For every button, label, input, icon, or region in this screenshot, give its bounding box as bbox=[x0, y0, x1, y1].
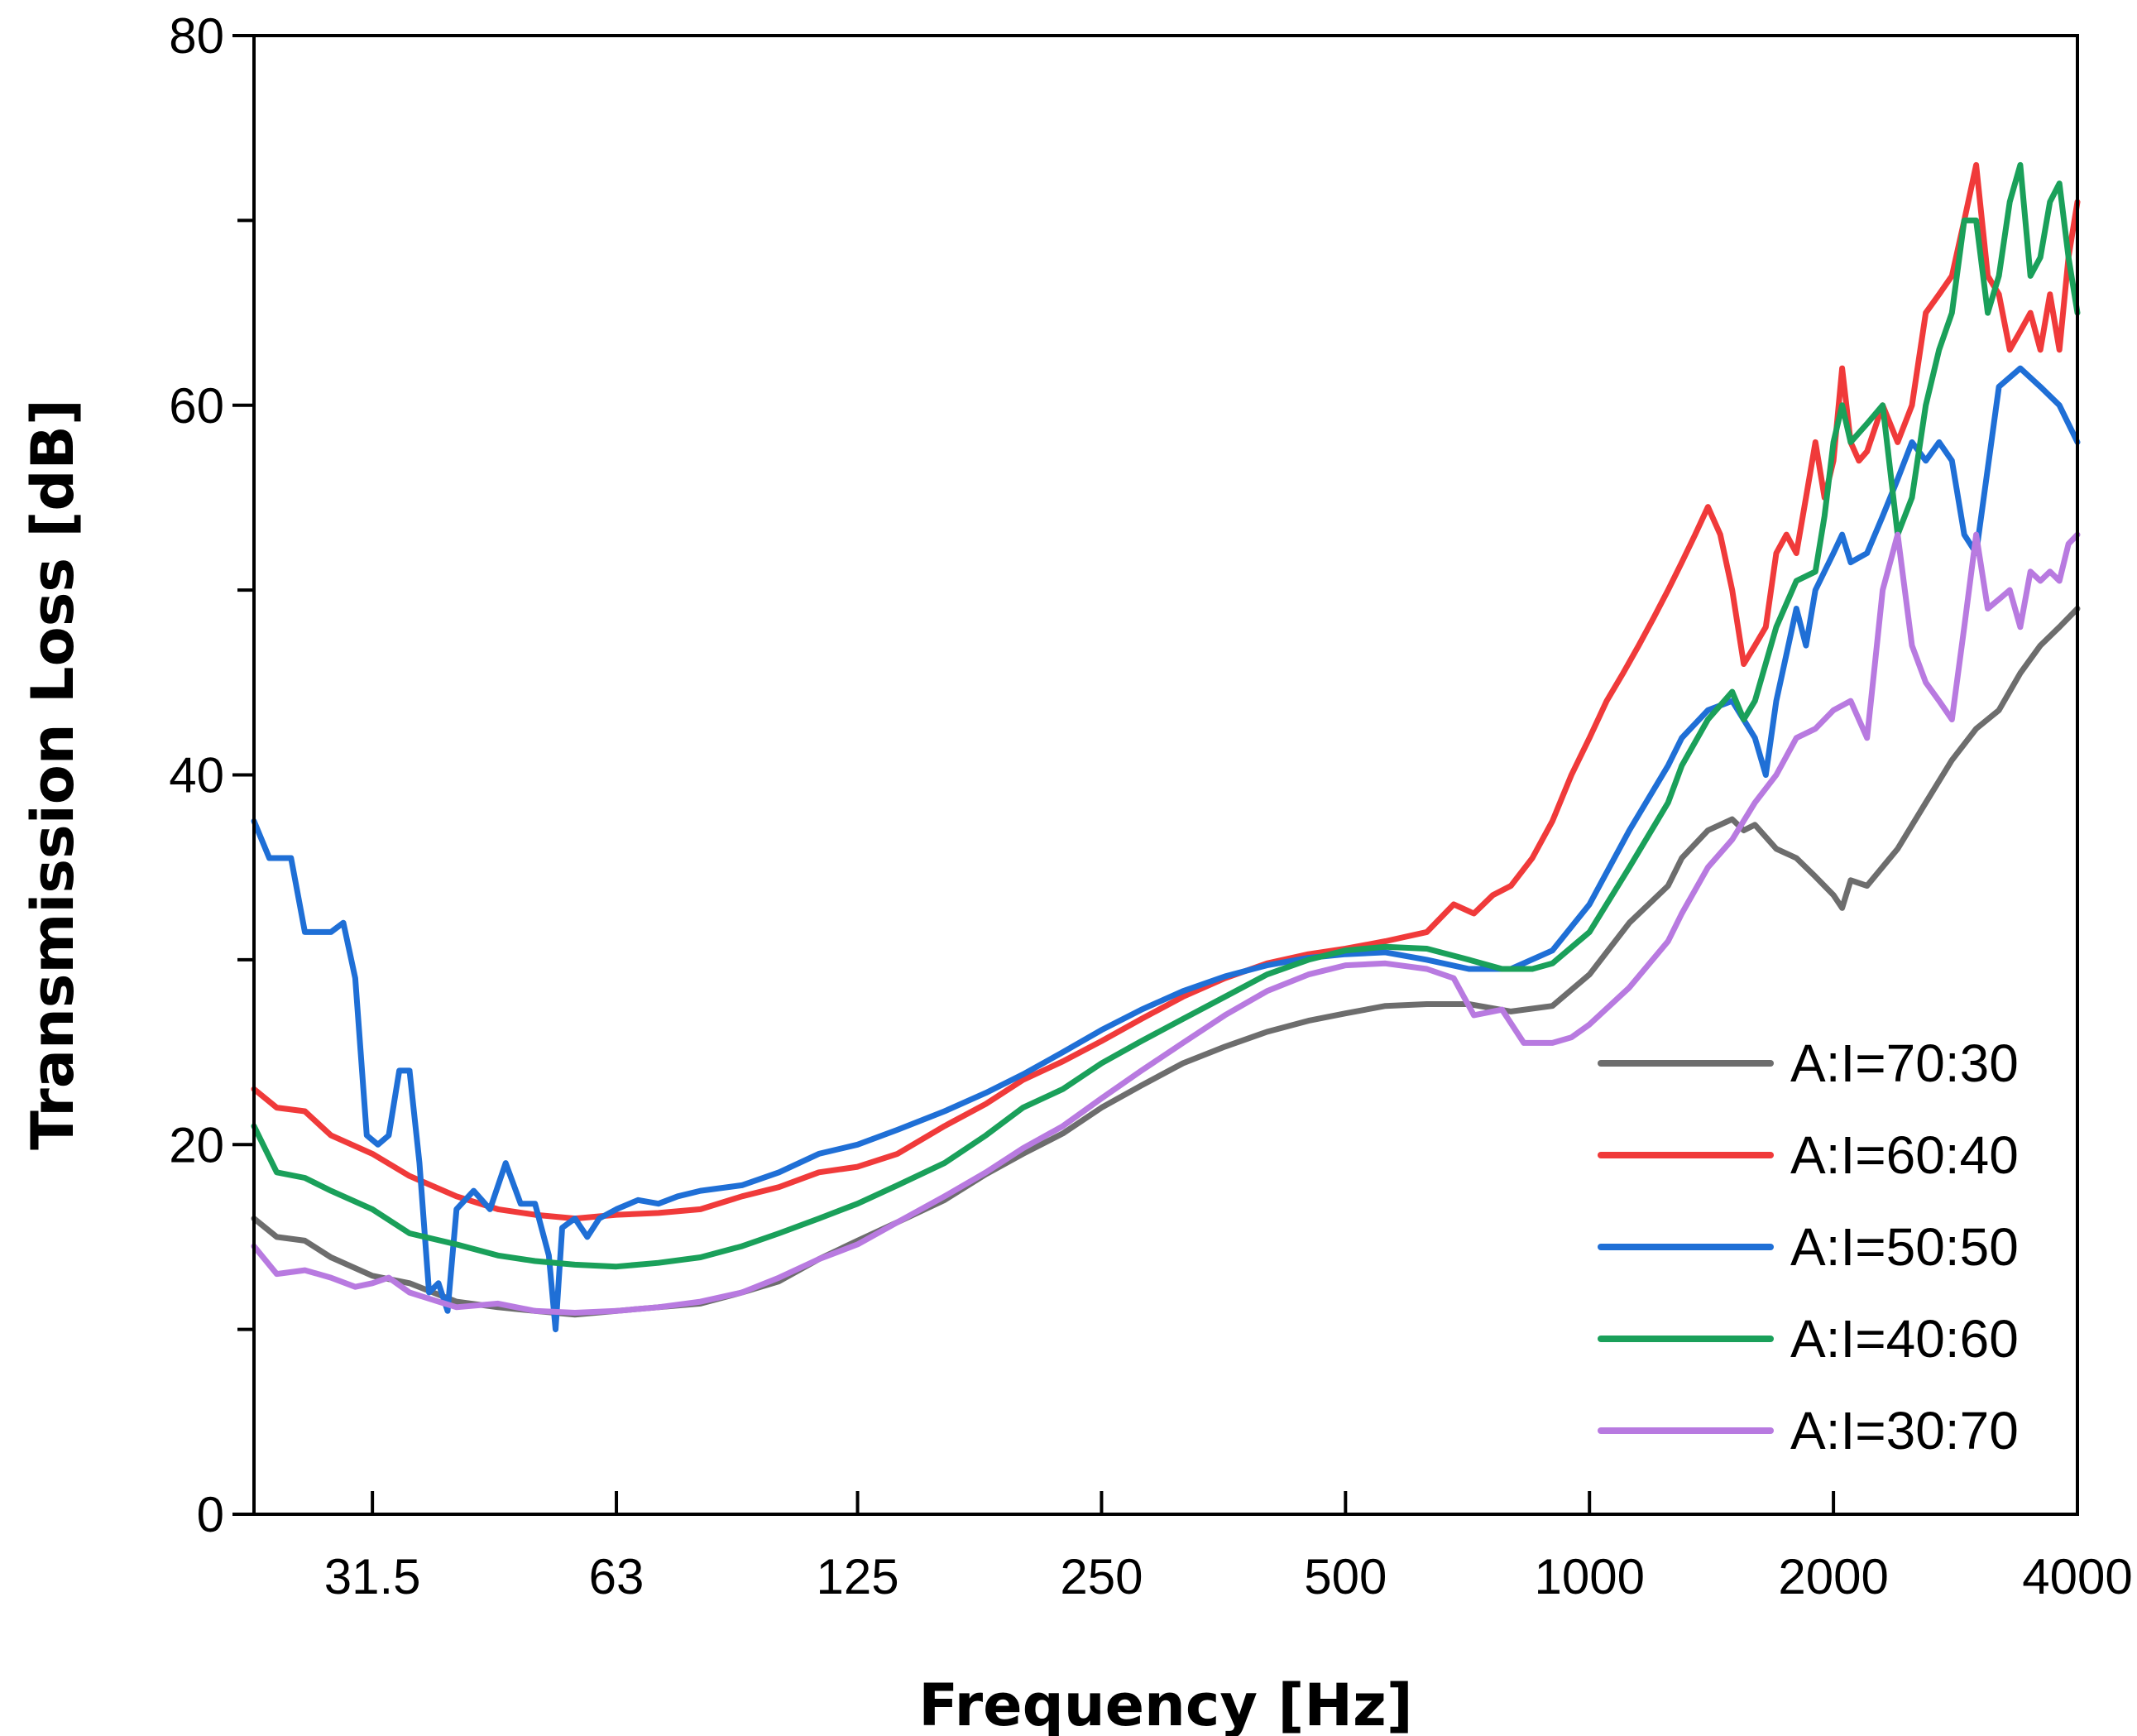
y-tick-label: 20 bbox=[169, 1117, 224, 1173]
legend-label: A:I=60:40 bbox=[1790, 1125, 2019, 1185]
x-tick-label: 4000 bbox=[2022, 1549, 2132, 1604]
legend-label: A:I=40:60 bbox=[1790, 1309, 2019, 1369]
y-tick-label: 0 bbox=[197, 1487, 224, 1542]
legend-label: A:I=50:50 bbox=[1790, 1217, 2019, 1277]
x-tick-label: 63 bbox=[589, 1549, 644, 1604]
legend-label: A:I=70:30 bbox=[1790, 1033, 2019, 1093]
series-line-5 bbox=[251, 531, 2081, 1316]
y-tick-label: 80 bbox=[169, 8, 224, 64]
series-line-4 bbox=[251, 161, 2081, 1270]
series-layer bbox=[251, 161, 2081, 1333]
x-axis: 31.5 63 125 250 500 1000 2000 4000 bbox=[324, 1491, 2133, 1604]
x-tick-label: 500 bbox=[1304, 1549, 1387, 1604]
x-axis-title: Frequency [Hz] bbox=[918, 1671, 1412, 1736]
x-tick-label: 125 bbox=[816, 1549, 898, 1604]
legend: A:I=70:30 A:I=60:40 A:I=50:50 A:I=40:60 A:I=… bbox=[1598, 1033, 2019, 1460]
y-axis-title: Transmission Loss [dB] bbox=[19, 399, 87, 1150]
x-tick-label: 2000 bbox=[1778, 1549, 1888, 1604]
series-line-2 bbox=[251, 161, 2081, 1222]
y-axis: 0 20 40 60 80 bbox=[169, 8, 254, 1542]
x-tick-label: 250 bbox=[1060, 1549, 1143, 1604]
y-tick-label: 40 bbox=[169, 748, 224, 803]
x-tick-label: 31.5 bbox=[324, 1549, 421, 1604]
y-tick-label: 60 bbox=[169, 378, 224, 434]
x-tick-label: 1000 bbox=[1534, 1549, 1644, 1604]
series-line-3 bbox=[251, 365, 2081, 1333]
legend-label: A:I=30:70 bbox=[1790, 1401, 2019, 1460]
